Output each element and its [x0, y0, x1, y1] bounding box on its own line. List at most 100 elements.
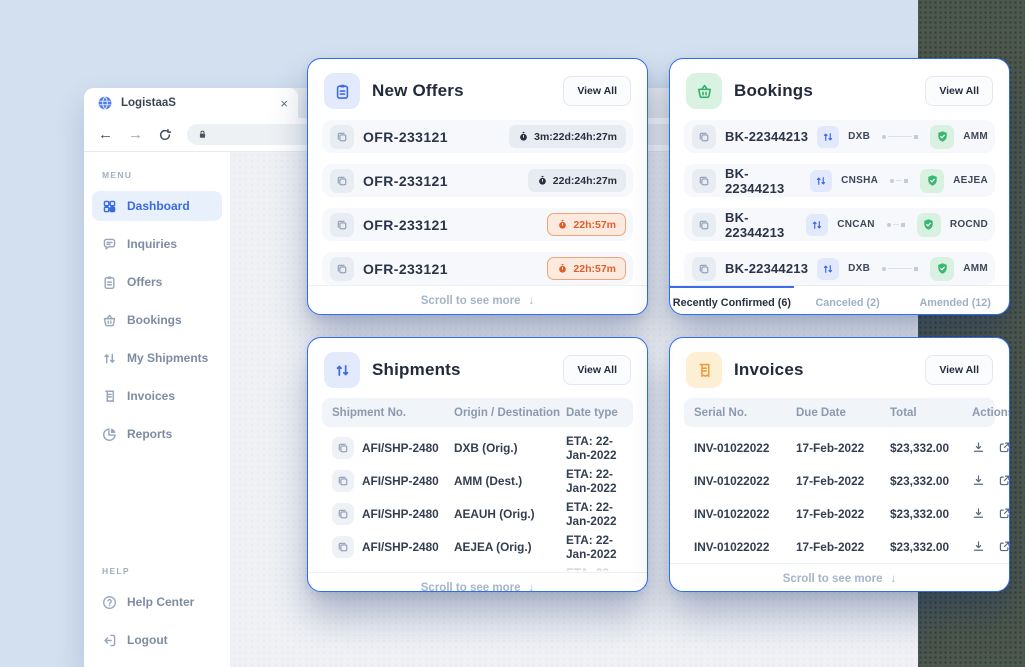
question-icon: [103, 595, 116, 609]
clipboard-icon: [104, 275, 115, 289]
scroll-hint: Scroll to see more ↓: [670, 563, 1009, 591]
shield-check-icon: [930, 124, 955, 149]
shipments-table-body: AFI/SHP-2480 DXB (Orig.) ETA: 22-Jan-202…: [322, 431, 633, 572]
shipments-card-icon: [324, 352, 360, 388]
copy-icon[interactable]: [332, 502, 354, 525]
copy-icon[interactable]: [692, 124, 716, 149]
external-link-icon[interactable]: [998, 507, 1010, 520]
copy-icon[interactable]: [330, 256, 354, 281]
tab-amended[interactable]: Amended (12): [919, 296, 991, 309]
stopwatch-icon: [519, 131, 528, 142]
shipment-row[interactable]: AFI/SHP-2480 AEJEA (Orig.) ETA: 22-Jan-2…: [322, 530, 633, 563]
booking-ref: BK-22344213: [725, 261, 809, 276]
origin-code: DXB: [848, 131, 871, 142]
copy-icon[interactable]: [332, 436, 354, 459]
sidebar-item-my-shipments[interactable]: My Shipments: [92, 343, 222, 373]
down-arrow-icon: ↓: [528, 294, 535, 307]
sidebar-item-inquiries[interactable]: Inquiries: [92, 229, 222, 259]
sidebar-item-label: Logout: [127, 633, 168, 647]
booking-row[interactable]: BK-22344213 DXB AMM: [684, 252, 995, 285]
copy-icon[interactable]: [332, 535, 354, 558]
transfer-icon: [810, 169, 833, 192]
receipt-icon: [698, 363, 710, 377]
down-arrow-icon: ↓: [528, 581, 535, 592]
view-all-button[interactable]: View All: [563, 76, 631, 106]
down-arrow-icon: ↓: [890, 572, 897, 585]
browser-tab[interactable]: LogistaaS ×: [84, 88, 298, 118]
sidebar-item-help-center[interactable]: Help Center: [92, 587, 222, 617]
logistaas-favicon: [98, 96, 112, 110]
sidebar-item-invoices[interactable]: Invoices: [92, 381, 222, 411]
shipment-row[interactable]: AFI/SHP-2480 DXB (Orig.) ETA: 22-Jan-202…: [322, 431, 633, 464]
copy-icon[interactable]: [330, 168, 354, 193]
sidebar-item-label: Reports: [127, 427, 173, 441]
booking-row[interactable]: BK-22344213 CNCAN ROCND: [684, 208, 995, 241]
view-all-button[interactable]: View All: [925, 76, 993, 106]
external-link-icon[interactable]: [998, 474, 1010, 487]
download-icon[interactable]: [972, 507, 985, 520]
sidebar-item-reports[interactable]: Reports: [92, 419, 222, 449]
sidebar-item-offers[interactable]: Offers: [92, 267, 222, 297]
destination-code: AMM: [963, 131, 988, 142]
scroll-hint: Scroll to see more ↓: [308, 572, 647, 592]
offer-row[interactable]: OFR-233121 22d:24h:27m: [322, 164, 633, 197]
sidebar-item-label: Dashboard: [127, 199, 190, 213]
view-all-button[interactable]: View All: [925, 355, 993, 385]
route-line: [882, 266, 919, 271]
card-title: Bookings: [734, 81, 814, 100]
copy-icon[interactable]: [692, 212, 716, 237]
copy-icon[interactable]: [692, 256, 716, 281]
copy-icon[interactable]: [692, 168, 716, 193]
timer-badge-urgent: 22h:57m: [547, 257, 626, 280]
transfer-icon: [806, 213, 829, 236]
sidebar-section-menu: MENU: [102, 170, 133, 180]
sidebar-item-logout[interactable]: Logout: [92, 625, 222, 655]
tab-close-icon[interactable]: ×: [280, 95, 288, 111]
booking-row[interactable]: BK-22344213 DXB AMM: [684, 120, 995, 153]
tab-canceled[interactable]: Canceled (2): [815, 296, 880, 309]
offer-row[interactable]: OFR-233121 3m:22d:24h:27m: [322, 120, 633, 153]
stopwatch-icon: [559, 219, 567, 230]
route-line: [890, 178, 909, 183]
booking-ref: BK-22344213: [725, 165, 785, 196]
offer-row[interactable]: OFR-233121 22h:57m: [322, 208, 633, 241]
stopwatch-icon: [559, 263, 567, 274]
logout-icon: [104, 634, 116, 646]
timer-badge: 22d:24h:27m: [527, 169, 626, 192]
shipment-row[interactable]: AFI/SHP-2480 AMM (Dest.) ETA: 22-Jan-202…: [322, 464, 633, 497]
column-header: Total: [890, 406, 917, 419]
sidebar-item-label: Invoices: [127, 389, 176, 403]
timer-badge: 3m:22d:24h:27m: [509, 125, 626, 148]
tab-recently-confirmed[interactable]: Recently Confirmed (6): [670, 286, 794, 314]
sidebar-item-dashboard[interactable]: Dashboard: [92, 191, 222, 221]
invoice-row: INV-01022022 17-Feb-2022 $23,332.00: [684, 497, 1009, 530]
download-icon[interactable]: [972, 441, 985, 454]
shipment-row-clipped[interactable]: AFI/SHP-2480 DXB (Orig.) ETA: 22-Jan-202…: [322, 563, 633, 572]
copy-icon[interactable]: [332, 469, 354, 492]
back-icon[interactable]: ←: [98, 126, 113, 143]
copy-icon[interactable]: [330, 124, 354, 149]
external-link-icon[interactable]: [998, 540, 1010, 553]
external-link-icon[interactable]: [998, 441, 1010, 454]
download-icon[interactable]: [972, 540, 985, 553]
invoices-card-icon: [686, 352, 722, 388]
copy-icon[interactable]: [330, 212, 354, 237]
booking-row[interactable]: BK-22344213 CNSHA AEJEA: [684, 164, 995, 197]
origin-code: CNSHA: [841, 175, 879, 186]
view-all-button[interactable]: View All: [563, 355, 631, 385]
origin-code: DXB: [848, 263, 871, 274]
timer-badge-urgent: 22h:57m: [547, 213, 626, 236]
route-line: [882, 134, 919, 139]
download-icon[interactable]: [972, 474, 985, 487]
offer-ref: OFR-233121: [363, 260, 448, 277]
forward-icon[interactable]: →: [128, 126, 143, 143]
shipment-row[interactable]: AFI/SHP-2480 AEAUH (Orig.) ETA: 22-Jan-2…: [322, 497, 633, 530]
copy-icon[interactable]: [332, 568, 354, 572]
new-offers-card-icon: [324, 73, 360, 109]
sidebar-item-bookings[interactable]: Bookings: [92, 305, 222, 335]
offer-ref: OFR-233121: [363, 216, 448, 233]
card-title: New Offers: [372, 81, 464, 100]
refresh-icon[interactable]: [158, 128, 172, 142]
origin-code: CNCAN: [837, 219, 875, 230]
offer-row[interactable]: OFR-233121 22h:57m: [322, 252, 633, 285]
